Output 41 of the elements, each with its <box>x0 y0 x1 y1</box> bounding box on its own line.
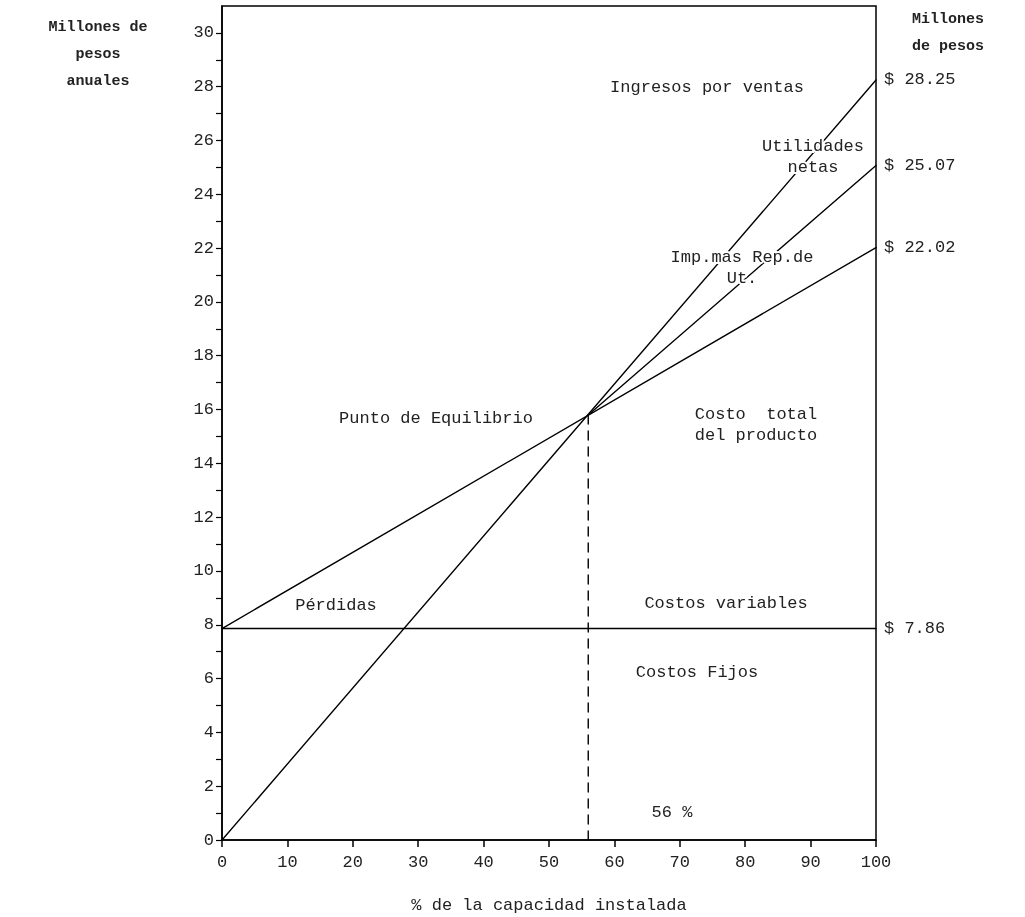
x-tick-label: 0 <box>216 853 228 872</box>
x-tick-label: 20 <box>342 853 363 872</box>
annotation: Pérdidas <box>295 595 377 615</box>
y2-axis-title: Millones de pesos <box>911 11 985 55</box>
x-tick-label: 90 <box>800 853 821 872</box>
data-label: $ 28.25 <box>884 70 956 90</box>
y-tick-label: 14 <box>193 453 214 473</box>
y-tick-label: 0 <box>203 830 214 850</box>
y-tick-label: 4 <box>203 722 214 742</box>
x-tick-label: 50 <box>538 853 560 872</box>
x-tick-label: 30 <box>408 853 429 872</box>
y-tick-label: 28 <box>193 77 214 97</box>
y-axis-title: Millones de pesos anuales <box>48 19 148 90</box>
x-tick-label: 70 <box>669 853 690 872</box>
x-axis-title: % de la capacidad instalada <box>411 895 687 915</box>
data-label: $ 7.86 <box>884 619 946 639</box>
y-tick-label: 24 <box>193 184 214 204</box>
y-tick-label: 30 <box>193 23 214 43</box>
y-tick-label: 6 <box>203 669 214 689</box>
x-tick-label: 10 <box>277 853 298 872</box>
y-tick-label: 22 <box>193 238 214 258</box>
annotation: Costo total del producto <box>694 405 818 445</box>
y-tick-label: 10 <box>193 561 214 581</box>
data-label: $ 25.07 <box>884 156 956 176</box>
annotation: Costos variables <box>644 593 808 613</box>
y-tick-label: 2 <box>203 776 214 796</box>
annotation: Ingresos por ventas <box>610 77 804 97</box>
x-tick-label: 40 <box>473 853 494 872</box>
y-tick-label: 18 <box>193 346 214 366</box>
y-tick-label: 16 <box>193 400 214 420</box>
y-tick-label: 12 <box>193 507 214 527</box>
annotation: 56 % <box>651 802 694 822</box>
annotation: Costos Fijos <box>635 662 759 682</box>
data-label: $ 22.02 <box>884 238 956 258</box>
y-tick-label: 8 <box>203 615 214 635</box>
y-tick-label: 20 <box>193 292 214 312</box>
y-tick-label: 26 <box>193 131 214 151</box>
x-tick-label: 80 <box>735 853 756 872</box>
annotation: Punto de Equilibrio <box>339 408 533 428</box>
x-tick-label: 60 <box>604 853 625 872</box>
x-tick-label: 100 <box>860 853 892 872</box>
